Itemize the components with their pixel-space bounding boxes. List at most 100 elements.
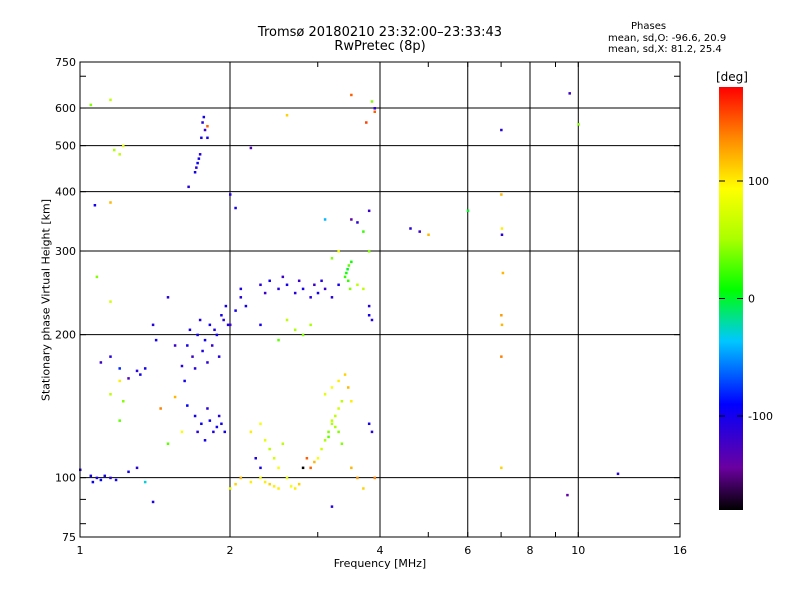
data-point	[183, 379, 186, 383]
x-axis-label: Frequency [MHz]	[333, 557, 427, 570]
data-point	[229, 487, 232, 490]
data-point	[337, 407, 340, 410]
data-point	[259, 466, 262, 470]
data-point	[186, 344, 189, 347]
data-point	[206, 136, 209, 140]
data-point	[196, 430, 199, 434]
data-point	[89, 474, 93, 478]
y-tick-label: 400	[55, 186, 76, 199]
data-point	[418, 230, 421, 233]
data-point	[109, 201, 112, 204]
data-point	[373, 476, 377, 480]
data-point	[500, 355, 503, 358]
data-point	[500, 128, 503, 132]
data-point	[208, 419, 212, 422]
data-point	[220, 422, 223, 426]
y-tick-label: 200	[55, 329, 76, 342]
data-point	[367, 304, 371, 308]
data-point	[268, 447, 271, 451]
data-point	[297, 279, 301, 283]
data-point	[500, 466, 503, 470]
data-point	[143, 367, 147, 370]
data-point	[323, 218, 327, 221]
data-point	[346, 267, 349, 271]
data-point	[196, 161, 199, 165]
data-point	[99, 361, 103, 364]
chart-title: Tromsø 20180210 23:32:00–23:33:43	[257, 25, 503, 40]
data-point	[135, 466, 139, 470]
data-point	[285, 318, 289, 322]
data-point	[118, 153, 121, 156]
data-point	[217, 414, 221, 418]
data-point	[159, 407, 162, 410]
data-point	[229, 323, 232, 327]
data-point	[285, 114, 289, 117]
data-point	[301, 287, 305, 291]
data-point	[356, 283, 359, 287]
data-point	[367, 209, 371, 213]
stats-x-mode: mean, sd,X: 81.2, 25.4	[608, 44, 722, 55]
data-point	[226, 323, 230, 327]
data-point	[297, 482, 301, 486]
data-point	[143, 480, 147, 484]
data-point	[289, 485, 293, 488]
data-point	[334, 425, 337, 429]
data-point	[224, 304, 228, 308]
data-point	[427, 233, 430, 237]
x-tick-label: 2	[227, 544, 234, 557]
data-point	[370, 318, 374, 322]
x-tick-label: 4	[377, 544, 384, 557]
data-point	[234, 309, 237, 312]
x-tick-label: 1	[77, 544, 84, 557]
data-point	[186, 404, 189, 407]
data-point	[313, 460, 316, 464]
axis-ticks: 1 2 4 6 8 10 16 75 100 200 300 400 500 600 750	[55, 56, 687, 557]
data-point	[259, 476, 262, 480]
data-point	[337, 379, 340, 383]
data-point	[343, 373, 347, 376]
data-point	[277, 338, 280, 342]
data-point	[109, 300, 112, 303]
data-point	[191, 355, 194, 358]
data-point	[500, 227, 504, 230]
data-point	[103, 474, 107, 478]
data-point	[500, 233, 504, 237]
data-point	[154, 338, 158, 342]
y-tick-label: 300	[55, 245, 76, 258]
data-point	[330, 422, 334, 426]
data-point	[249, 146, 253, 150]
x-tick-label: 16	[673, 544, 687, 557]
data-point	[239, 287, 243, 291]
data-point	[95, 275, 99, 279]
data-point	[263, 291, 267, 295]
y-tick-label: 100	[55, 472, 76, 485]
data-point	[365, 121, 368, 124]
data-point	[500, 193, 503, 196]
data-point	[320, 279, 323, 283]
data-point	[330, 257, 334, 260]
data-point	[327, 435, 330, 439]
stats-o-mode: mean, sd,O: -96.6, 20.9	[608, 33, 727, 44]
data-point	[347, 264, 351, 267]
data-point	[222, 318, 225, 322]
data-point	[118, 379, 121, 383]
data-point	[340, 400, 344, 403]
data-point	[203, 338, 207, 342]
data-point	[309, 466, 312, 470]
chart-subtitle: RwPretec (8p)	[334, 39, 426, 54]
data-point	[301, 466, 305, 470]
data-point	[193, 171, 197, 174]
x-tick-label: 8	[527, 544, 534, 557]
data-point	[285, 476, 289, 480]
data-point	[254, 456, 257, 460]
data-point	[203, 439, 207, 442]
data-point	[173, 344, 177, 347]
data-point	[99, 478, 103, 482]
data-point	[166, 296, 170, 299]
data-point	[370, 430, 374, 434]
data-point	[293, 487, 297, 490]
data-point	[193, 367, 197, 370]
data-point	[122, 400, 125, 403]
data-point	[139, 373, 142, 376]
data-point	[215, 333, 219, 337]
